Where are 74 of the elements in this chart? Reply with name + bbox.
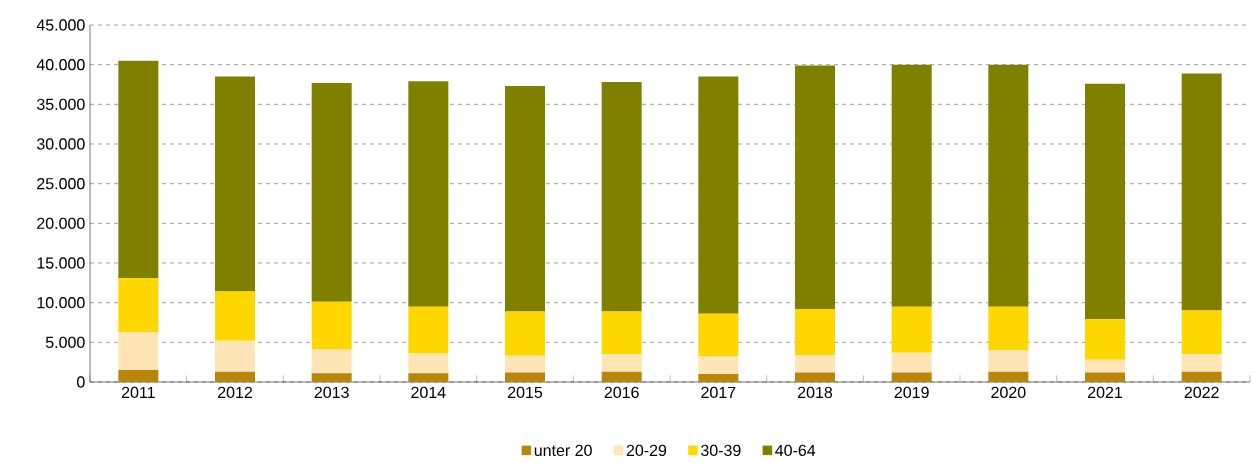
bar bbox=[601, 311, 642, 355]
bar bbox=[408, 306, 449, 354]
x-tick-label: 2015 bbox=[508, 386, 543, 398]
x-tick-label: 2012 bbox=[218, 386, 252, 398]
bar bbox=[1085, 83, 1126, 320]
bar bbox=[1181, 371, 1222, 382]
bar bbox=[988, 64, 1029, 307]
bar bbox=[505, 372, 546, 382]
bar bbox=[311, 301, 352, 350]
bar bbox=[988, 350, 1029, 372]
bar bbox=[891, 64, 932, 307]
bar bbox=[215, 291, 256, 341]
bar bbox=[988, 306, 1029, 351]
legend-label: 30-39 bbox=[700, 444, 741, 456]
bar bbox=[891, 352, 932, 373]
bar bbox=[601, 82, 642, 312]
bar bbox=[311, 349, 352, 374]
bar bbox=[698, 76, 739, 314]
bar bbox=[698, 313, 739, 357]
x-tick-label: 2021 bbox=[1088, 386, 1123, 398]
x-tick-label: 2013 bbox=[314, 386, 349, 398]
bar bbox=[118, 60, 159, 278]
x-tick-label: 2016 bbox=[604, 386, 639, 398]
bar bbox=[698, 356, 739, 374]
y-tick-label: 0 bbox=[77, 376, 85, 388]
bar bbox=[408, 81, 449, 307]
x-tick-label: 2022 bbox=[1184, 386, 1219, 398]
bar bbox=[988, 371, 1029, 382]
bar bbox=[408, 373, 449, 382]
y-tick-label: 10.000 bbox=[37, 296, 85, 309]
bar bbox=[215, 76, 256, 292]
x-tick-label: 2019 bbox=[894, 386, 929, 398]
bar bbox=[1085, 372, 1126, 382]
bar bbox=[795, 372, 836, 382]
bar bbox=[891, 306, 932, 353]
bar bbox=[795, 308, 836, 355]
bar bbox=[698, 373, 739, 382]
x-tick-label: 2017 bbox=[701, 386, 736, 398]
bar bbox=[1181, 310, 1222, 355]
bar bbox=[795, 65, 836, 309]
bar bbox=[891, 372, 932, 382]
bar bbox=[215, 340, 256, 372]
x-tick-label: 2014 bbox=[411, 386, 446, 398]
bar bbox=[408, 353, 449, 374]
x-tick-label: 2011 bbox=[121, 386, 155, 398]
bar bbox=[118, 369, 159, 382]
bar bbox=[1085, 359, 1126, 373]
y-tick-label: 5.000 bbox=[45, 336, 85, 348]
legend-label: 40-64 bbox=[775, 444, 816, 456]
x-tick-label: 2018 bbox=[798, 386, 833, 398]
x-tick-label: 2020 bbox=[991, 386, 1026, 398]
bar bbox=[601, 354, 642, 372]
legend-label: unter 20 bbox=[534, 444, 592, 456]
bar bbox=[311, 373, 352, 382]
bar bbox=[505, 85, 546, 312]
bar bbox=[1181, 73, 1222, 311]
bar bbox=[215, 371, 256, 382]
y-tick-label: 25.000 bbox=[37, 177, 85, 190]
bar bbox=[601, 371, 642, 382]
y-tick-label: 35.000 bbox=[36, 98, 85, 110]
bar bbox=[311, 82, 352, 302]
bar bbox=[118, 277, 159, 332]
bar bbox=[795, 354, 836, 373]
legend-label: 20-29 bbox=[626, 444, 667, 456]
bar bbox=[1181, 354, 1222, 372]
bar bbox=[1085, 319, 1126, 360]
bar bbox=[118, 331, 159, 370]
y-tick-label: 15.000 bbox=[37, 257, 85, 269]
y-tick-label: 20.000 bbox=[37, 217, 85, 229]
bar bbox=[505, 311, 546, 356]
y-tick-label: 30.000 bbox=[36, 138, 85, 150]
y-tick-label: 40.000 bbox=[36, 58, 85, 71]
y-tick-label: 45.000 bbox=[36, 19, 85, 31]
bar bbox=[505, 355, 546, 373]
